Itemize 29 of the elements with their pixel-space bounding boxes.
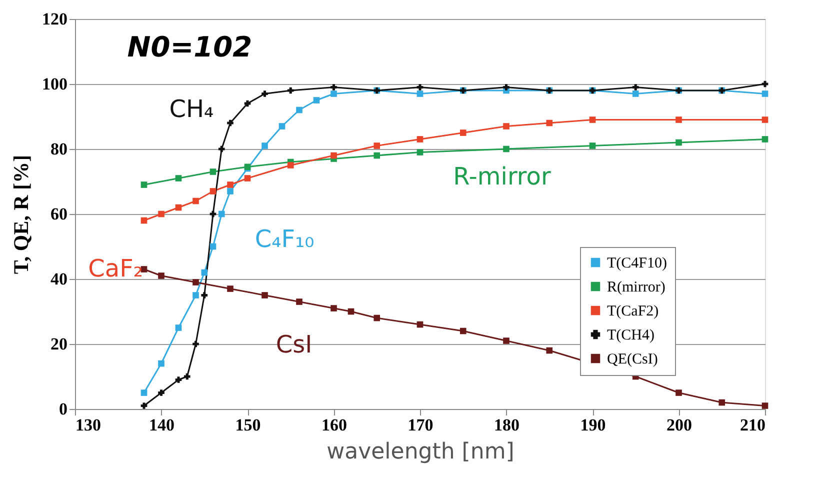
y-axis-title: T, QE, R [%] [9, 154, 33, 274]
y-tick-label: 100 [42, 74, 68, 94]
x-tick-label: 170 [408, 416, 434, 434]
x-tick-label: 150 [235, 416, 261, 434]
y-tick-label: 20 [50, 334, 68, 354]
y-tick-label: 60 [50, 204, 68, 224]
annotation: C₄F₁₀ [254, 225, 314, 253]
x-tick-label: 210 [740, 416, 766, 434]
y-tick-label: 40 [50, 270, 68, 288]
annotation: CsI [276, 330, 312, 358]
x-tick-label: 160 [322, 416, 347, 434]
annotation: CaF₂ [88, 254, 143, 282]
y-tick-label: 120 [42, 10, 68, 28]
legend-label: T(CaF2) [607, 304, 659, 320]
legend-label: T(CH4) [607, 328, 654, 344]
x-tick-label: 130 [76, 416, 101, 434]
legend-label: QE(CsI) [607, 352, 658, 368]
x-axis-title: wavelength [nm] [326, 440, 514, 464]
legend-label: R(mirror) [607, 280, 666, 296]
x-tick-label: 200 [666, 416, 692, 434]
x-tick-label: 140 [149, 416, 174, 434]
annotation: N0=102 [127, 30, 252, 64]
y-tick-label: 80 [50, 140, 68, 158]
legend-label: T(C4F10) [607, 256, 668, 272]
annotation: R-mirror [453, 162, 551, 191]
x-tick-label: 190 [580, 416, 606, 434]
y-tick-label: 0 [59, 400, 68, 418]
annotation: CH₄ [169, 95, 214, 123]
x-tick-label: 180 [494, 416, 520, 434]
